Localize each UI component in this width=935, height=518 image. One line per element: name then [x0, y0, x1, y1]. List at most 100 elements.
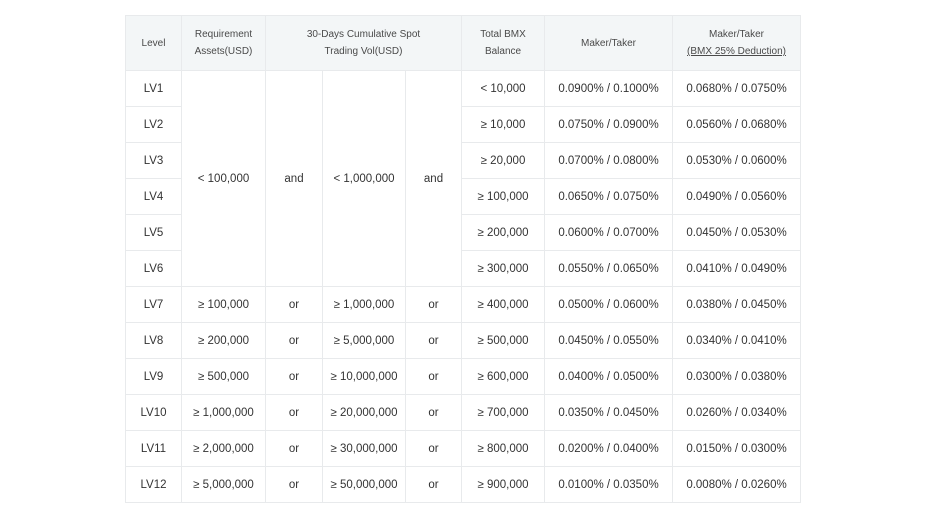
- conjunction-cell: or: [265, 430, 323, 467]
- table-row: LV11 ≥ 2,000,000 or ≥ 30,000,000 or ≥ 80…: [125, 430, 802, 467]
- conjunction-cell: and: [404, 70, 463, 287]
- maker-taker-deduction-cell: 0.0490% / 0.0560%: [672, 178, 802, 215]
- fee-tier-table: Level Requirement Assets(USD) 30-Days Cu…: [125, 15, 802, 503]
- bmx-balance-cell: ≥ 500,000: [461, 322, 546, 359]
- table-row: LV3 ≥ 20,000 0.0700% / 0.0800% 0.0530% /…: [125, 142, 802, 179]
- assets-cell: < 100,000: [181, 70, 266, 287]
- fee-table-container: Level Requirement Assets(USD) 30-Days Cu…: [125, 15, 802, 503]
- table-row: LV10 ≥ 1,000,000 or ≥ 20,000,000 or ≥ 70…: [125, 394, 802, 431]
- maker-taker-deduction-cell: 0.0560% / 0.0680%: [672, 106, 802, 143]
- assets-cell: ≥ 500,000: [181, 358, 266, 395]
- volume-cell: ≥ 10,000,000: [322, 358, 406, 395]
- bmx-balance-cell: ≥ 100,000: [461, 178, 546, 215]
- bmx-balance-cell: ≥ 20,000: [461, 142, 546, 179]
- volume-cell: < 1,000,000: [322, 70, 406, 287]
- level-cell: LV11: [125, 430, 182, 467]
- maker-taker-cell: 0.0100% / 0.0350%: [544, 466, 674, 503]
- header-level: Level: [125, 15, 182, 71]
- maker-taker-deduction-cell: 0.0340% / 0.0410%: [672, 322, 802, 359]
- table-row: LV2 ≥ 10,000 0.0750% / 0.0900% 0.0560% /…: [125, 106, 802, 143]
- maker-taker-cell: 0.0450% / 0.0550%: [544, 322, 674, 359]
- header-requirement-line1: Requirement: [194, 29, 253, 40]
- bmx-balance-cell: ≥ 400,000: [461, 286, 546, 323]
- assets-cell: ≥ 100,000: [181, 286, 266, 323]
- level-cell: LV4: [125, 178, 182, 215]
- maker-taker-cell: 0.0500% / 0.0600%: [544, 286, 674, 323]
- level-cell: LV9: [125, 358, 182, 395]
- maker-taker-deduction-cell: 0.0450% / 0.0530%: [672, 214, 802, 251]
- header-maker-taker-deduction: Maker/Taker (BMX 25% Deduction): [672, 15, 802, 71]
- maker-taker-deduction-cell: 0.0260% / 0.0340%: [672, 394, 802, 431]
- bmx-balance-cell: ≥ 900,000: [461, 466, 546, 503]
- conjunction-cell: or: [404, 322, 463, 359]
- maker-taker-deduction-cell: 0.0680% / 0.0750%: [672, 70, 802, 107]
- table-row: LV9 ≥ 500,000 or ≥ 10,000,000 or ≥ 600,0…: [125, 358, 802, 395]
- header-maker-taker: Maker/Taker: [544, 15, 674, 71]
- bmx-balance-cell: < 10,000: [461, 70, 546, 107]
- level-cell: LV12: [125, 466, 182, 503]
- volume-cell: ≥ 30,000,000: [322, 430, 406, 467]
- conjunction-cell: or: [265, 322, 323, 359]
- table-row: LV12 ≥ 5,000,000 or ≥ 50,000,000 or ≥ 90…: [125, 466, 802, 503]
- bmx-balance-cell: ≥ 700,000: [461, 394, 546, 431]
- assets-cell: ≥ 5,000,000: [181, 466, 266, 503]
- maker-taker-cell: 0.0350% / 0.0450%: [544, 394, 674, 431]
- maker-taker-cell: 0.0750% / 0.0900%: [544, 106, 674, 143]
- header-trading-volume: 30-Days Cumulative Spot Trading Vol(USD): [264, 15, 463, 71]
- conjunction-cell: or: [404, 394, 463, 431]
- volume-cell: ≥ 1,000,000: [322, 286, 406, 323]
- conjunction-cell: or: [404, 358, 463, 395]
- header-requirement-assets: Requirement Assets(USD): [181, 15, 266, 71]
- level-cell: LV5: [125, 214, 182, 251]
- volume-cell: ≥ 50,000,000: [322, 466, 406, 503]
- volume-cell: ≥ 20,000,000: [322, 394, 406, 431]
- conjunction-cell: or: [404, 430, 463, 467]
- assets-cell: ≥ 1,000,000: [181, 394, 266, 431]
- conjunction-cell: or: [265, 358, 323, 395]
- maker-taker-cell: 0.0700% / 0.0800%: [544, 142, 674, 179]
- bmx-balance-cell: ≥ 600,000: [461, 358, 546, 395]
- maker-taker-cell: 0.0650% / 0.0750%: [544, 178, 674, 215]
- level-cell: LV2: [125, 106, 182, 143]
- assets-cell: ≥ 200,000: [181, 322, 266, 359]
- table-row: LV1 < 100,000 and < 1,000,000 and < 10,0…: [125, 70, 802, 287]
- maker-taker-deduction-cell: 0.0380% / 0.0450%: [672, 286, 802, 323]
- maker-taker-cell: 0.0550% / 0.0650%: [544, 250, 674, 287]
- conjunction-cell: or: [265, 286, 323, 323]
- conjunction-cell: and: [265, 70, 323, 287]
- maker-taker-deduction-cell: 0.0530% / 0.0600%: [672, 142, 802, 179]
- table-row: LV6 ≥ 300,000 0.0550% / 0.0650% 0.0410% …: [125, 250, 802, 287]
- header-volume-line1: 30-Days Cumulative Spot: [306, 29, 421, 40]
- table-row: LV8 ≥ 200,000 or ≥ 5,000,000 or ≥ 500,00…: [125, 322, 802, 359]
- bmx-balance-cell: ≥ 200,000: [461, 214, 546, 251]
- bmx-balance-cell: ≥ 800,000: [461, 430, 546, 467]
- maker-taker-deduction-cell: 0.0410% / 0.0490%: [672, 250, 802, 287]
- volume-cell: ≥ 5,000,000: [322, 322, 406, 359]
- conjunction-cell: or: [265, 394, 323, 431]
- header-row: Level Requirement Assets(USD) 30-Days Cu…: [125, 15, 802, 71]
- maker-taker-deduction-cell: 0.0300% / 0.0380%: [672, 358, 802, 395]
- table-row: LV4 ≥ 100,000 0.0650% / 0.0750% 0.0490% …: [125, 178, 802, 215]
- table-row: LV5 ≥ 200,000 0.0600% / 0.0700% 0.0450% …: [125, 214, 802, 251]
- maker-taker-cell: 0.0200% / 0.0400%: [544, 430, 674, 467]
- maker-taker-cell: 0.0600% / 0.0700%: [544, 214, 674, 251]
- level-cell: LV1: [125, 70, 182, 107]
- header-requirement-line2: Assets(USD): [194, 46, 253, 57]
- bmx-balance-cell: ≥ 300,000: [461, 250, 546, 287]
- level-cell: LV10: [125, 394, 182, 431]
- header-bmx-balance: Total BMX Balance: [461, 15, 546, 71]
- level-cell: LV7: [125, 286, 182, 323]
- conjunction-cell: or: [265, 466, 323, 503]
- table-row: LV7 ≥ 100,000 or ≥ 1,000,000 or ≥ 400,00…: [125, 286, 802, 323]
- maker-taker-deduction-cell: 0.0080% / 0.0260%: [672, 466, 802, 503]
- level-cell: LV8: [125, 322, 182, 359]
- maker-taker-deduction-cell: 0.0150% / 0.0300%: [672, 430, 802, 467]
- bmx-balance-cell: ≥ 10,000: [461, 106, 546, 143]
- conjunction-cell: or: [404, 466, 463, 503]
- conjunction-cell: or: [404, 286, 463, 323]
- header-deduction-line1: Maker/Taker: [709, 29, 765, 40]
- level-cell: LV6: [125, 250, 182, 287]
- level-cell: LV3: [125, 142, 182, 179]
- maker-taker-cell: 0.0900% / 0.1000%: [544, 70, 674, 107]
- assets-cell: ≥ 2,000,000: [181, 430, 266, 467]
